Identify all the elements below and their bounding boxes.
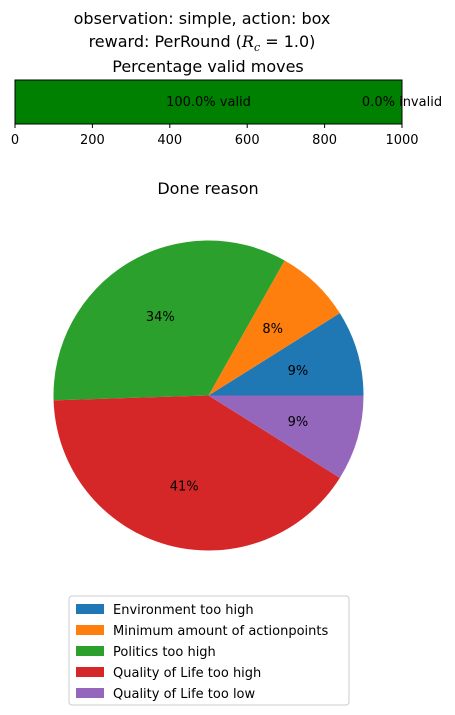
bar-axes-frame	[14, 79, 403, 125]
pie-pct-label: 9%	[288, 364, 309, 379]
legend-swatch	[76, 688, 104, 698]
legend-entry: Quality of Life too high	[113, 666, 261, 681]
pie-slice-environment-too-high	[208, 313, 364, 396]
figure-title-line1: observation: simple, action: box	[74, 9, 331, 28]
legend-swatch	[76, 667, 104, 677]
bar-chart-title: Percentage valid moves	[112, 57, 304, 76]
pie-slice-quality-of-life-too-low	[208, 395, 364, 478]
pie-pct-label: 8%	[262, 322, 283, 337]
pie-chart: 9% 8% 34% 41% 9%	[53, 240, 364, 551]
legend-entry: Environment too high	[113, 603, 254, 618]
legend-entry: Minimum amount of actionpoints	[113, 624, 329, 639]
pie-slice-politics-too-high	[53, 240, 285, 401]
figure-title-line2-sub: c	[254, 41, 260, 54]
figure-title-line2-prefix: reward: PerRound (	[89, 32, 242, 51]
legend-entry: Politics too high	[113, 645, 216, 660]
legend-box	[68, 595, 350, 706]
bar-xtick-label: 0	[11, 133, 19, 148]
figure-title-line2: reward: PerRound (Rc = 1.0)	[89, 32, 316, 54]
pie-slice-quality-of-life-too-high	[53, 395, 340, 551]
pie-pct-label: 41%	[170, 479, 199, 494]
bar-xtick-label: 800	[312, 133, 337, 148]
bar-xtick-label: 1000	[385, 133, 418, 148]
bar-xtick-label: 400	[157, 133, 182, 148]
figure-title-line2-math: R	[241, 32, 254, 51]
pie-chart-title: Done reason	[157, 179, 258, 198]
legend-entry: Quality of Life too low	[113, 687, 256, 702]
pie-slice-minimum-amount-of-actionpoints	[208, 260, 340, 396]
legend-swatch	[76, 646, 104, 656]
bar-xtick-label: 200	[80, 133, 105, 148]
pie-legend: Environment too high Minimum amount of ac…	[68, 595, 350, 706]
pie-pct-label: 34%	[146, 310, 175, 325]
bar-label-invalid: 0.0% invalid	[362, 95, 442, 110]
bar-chart: 100.0% valid 0.0% invalid 0 200 400 600 800 100…	[11, 79, 442, 148]
figure-title-line2-suffix: = 1.0)	[260, 32, 315, 51]
bar-label-valid: 100.0% valid	[166, 95, 251, 110]
legend-swatch	[76, 604, 104, 614]
pie-pct-label: 9%	[288, 415, 309, 430]
bar-segment-valid	[15, 80, 402, 124]
legend-swatch	[76, 625, 104, 635]
bar-xtick-label: 600	[235, 133, 260, 148]
